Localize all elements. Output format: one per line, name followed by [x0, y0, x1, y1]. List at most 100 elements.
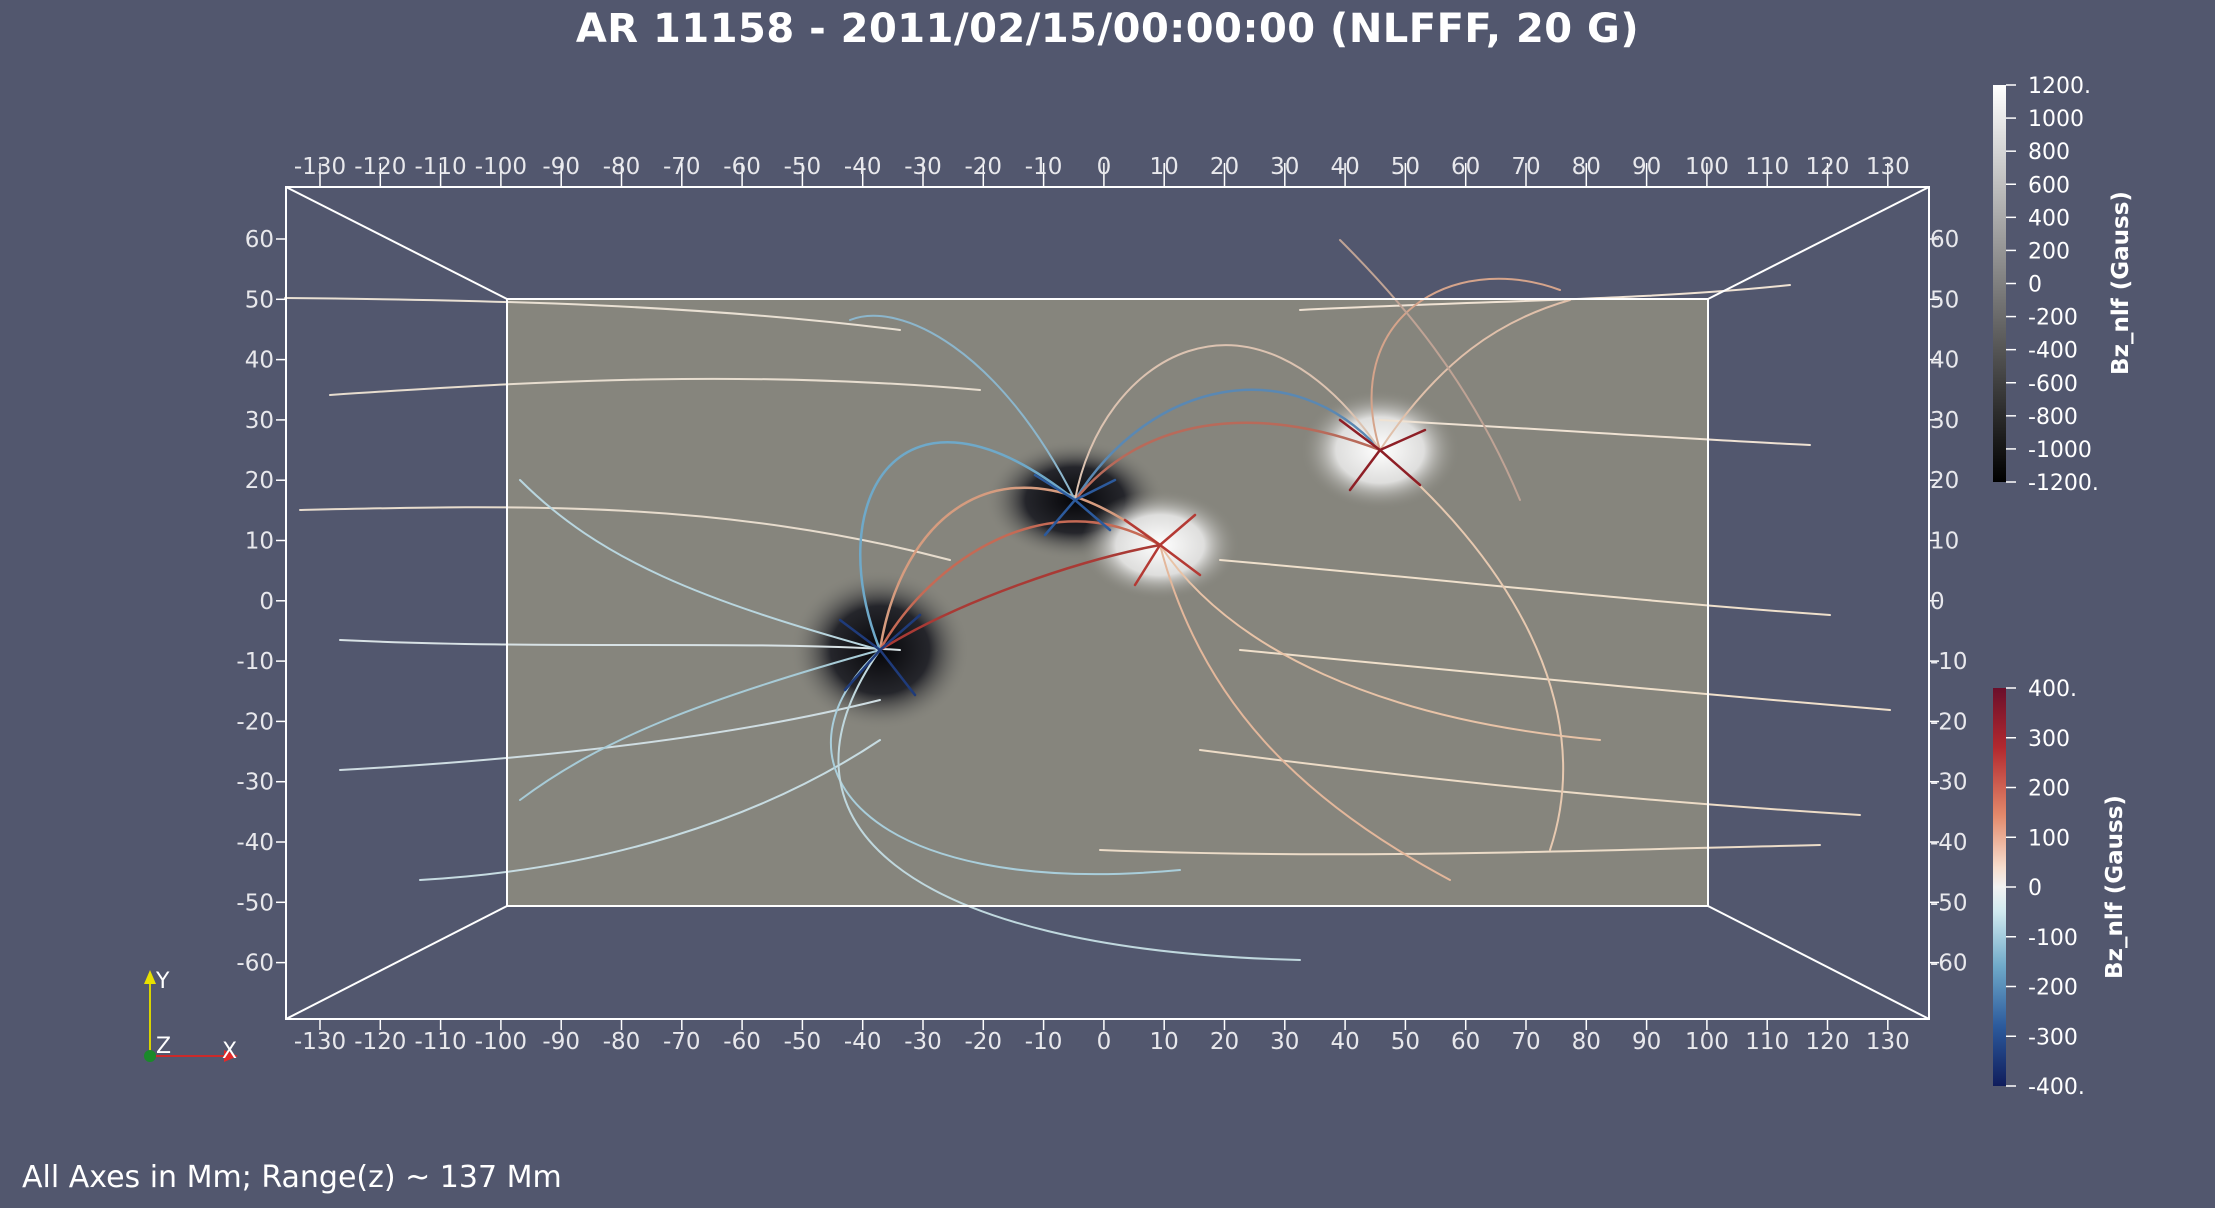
x-tick-label: 50	[1391, 1029, 1420, 1055]
colorbar-tick-label: 0	[2028, 273, 2042, 298]
y-tick-label: -50	[236, 890, 274, 916]
colorbar-tick-label: -300	[2028, 1025, 2078, 1050]
axis-y-label: Y	[155, 969, 170, 994]
x-tick-label: -80	[603, 154, 641, 180]
x-tick-label: 90	[1632, 154, 1661, 180]
x-tick-label: -60	[723, 1029, 761, 1055]
x-tick-label: 50	[1391, 154, 1420, 180]
x-axis-top: -130 -120 -110 -100 -90 -80 -70 -60 -50 -40 -30 -20…	[294, 154, 1910, 187]
y-tick-label: 0	[1930, 589, 1945, 615]
x-tick-label: 10	[1150, 154, 1179, 180]
x-tick-label: 10	[1150, 1029, 1179, 1055]
x-tick-label: -130	[294, 1029, 346, 1055]
x-tick-label: 80	[1572, 154, 1601, 180]
y-tick-label: 20	[1930, 468, 1959, 494]
x-tick-label: -110	[414, 1029, 466, 1055]
x-tick-label: -10	[1025, 1029, 1063, 1055]
colorbar-tick-label: -1000	[2028, 438, 2092, 463]
field-lines	[284, 239, 1891, 961]
y-axis-left: 60 50 40 30 20 10 0 -10 -20 -30 -40 -50 -60	[236, 227, 286, 977]
colorbar-tick-label: -600	[2028, 372, 2078, 397]
colorbar-tick-label: 800	[2028, 140, 2070, 165]
colorbar-tick-label: 400.	[2028, 677, 2077, 702]
y-tick-label: 50	[1930, 287, 1959, 313]
x-tick-label: -80	[603, 1029, 641, 1055]
colorbar-tick-label: 600	[2028, 173, 2070, 198]
y-tick-label: 60	[245, 227, 274, 253]
x-axis-bottom: -130 -120 -110 -100 -90 -80 -70 -60 -50 -40 -30 -20…	[294, 1019, 1910, 1055]
colorbar-tick-label: 1200.	[2028, 74, 2091, 99]
x-tick-label: -90	[542, 154, 580, 180]
colorbar-tick-label: 200	[2028, 777, 2070, 802]
y-tick-label: 10	[1930, 529, 1959, 555]
x-tick-label: -40	[844, 154, 882, 180]
x-tick-label: 60	[1451, 1029, 1480, 1055]
x-tick-label: -60	[723, 154, 761, 180]
colorbar-tick-label: 300	[2028, 727, 2070, 752]
x-tick-label: 130	[1866, 1029, 1910, 1055]
orientation-axes[interactable]: Y Z X	[144, 969, 238, 1064]
y-tick-label: 60	[1930, 227, 1959, 253]
colorbar-tick-label: 100	[2028, 826, 2070, 851]
x-tick-label: -20	[965, 154, 1003, 180]
x-tick-label: -120	[354, 154, 406, 180]
x-tick-label: 110	[1745, 1029, 1789, 1055]
x-tick-label: 0	[1097, 1029, 1112, 1055]
x-tick-label: -20	[965, 1029, 1003, 1055]
x-tick-label: 70	[1511, 154, 1540, 180]
y-tick-label: -10	[236, 649, 274, 675]
colorbar-tick-label: -100	[2028, 926, 2078, 951]
x-tick-label: 20	[1210, 1029, 1239, 1055]
x-tick-label: 30	[1270, 1029, 1299, 1055]
y-tick-label: -60	[236, 951, 274, 977]
colorbar-bottom-title: Bz_nlf (Gauss)	[2102, 795, 2128, 979]
y-tick-label: 40	[245, 348, 274, 374]
x-tick-label: -40	[844, 1029, 882, 1055]
x-tick-label: 20	[1210, 154, 1239, 180]
x-tick-label: 80	[1572, 1029, 1601, 1055]
y-tick-label: 30	[1930, 408, 1959, 434]
x-tick-label: 90	[1632, 1029, 1661, 1055]
colorbar-tick-label: -400.	[2028, 1075, 2085, 1100]
x-tick-label: -130	[294, 154, 346, 180]
y-tick-label: 20	[245, 468, 274, 494]
x-tick-label: -50	[784, 1029, 822, 1055]
y-tick-label: -30	[236, 770, 274, 796]
y-tick-label: -20	[236, 709, 274, 735]
bounding-box	[285, 186, 1930, 1020]
y-tick-label: 30	[245, 408, 274, 434]
x-tick-label: 60	[1451, 154, 1480, 180]
page-title: AR 11158 - 2011/02/15/00:00:00 (NLFFF, 2…	[575, 6, 1640, 52]
x-tick-label: -90	[542, 1029, 580, 1055]
x-tick-label: 40	[1330, 1029, 1359, 1055]
colorbar-bz-grayscale: 1200. 1000 800 600 400 200 0 -200 -400 -600 -800 -1…	[1993, 74, 2134, 496]
x-tick-label: -50	[784, 154, 822, 180]
y-tick-label: 0	[259, 589, 274, 615]
colorbar-tick-label: 0	[2028, 876, 2042, 901]
colorbar-tick-label: -800	[2028, 405, 2078, 430]
y-tick-label: -40	[236, 830, 274, 856]
x-tick-label: -30	[904, 154, 942, 180]
x-tick-label: 130	[1866, 154, 1910, 180]
x-tick-label: 70	[1511, 1029, 1540, 1055]
y-tick-label: 40	[1930, 348, 1959, 374]
x-tick-label: -110	[414, 154, 466, 180]
x-tick-label: 0	[1097, 154, 1112, 180]
x-tick-label: -10	[1025, 154, 1063, 180]
y-tick-label: -30	[1930, 770, 1968, 796]
x-tick-label: -120	[354, 1029, 406, 1055]
x-tick-label: -70	[663, 154, 701, 180]
colorbar-top-title: Bz_nlf (Gauss)	[2108, 191, 2134, 375]
x-tick-label: -100	[475, 154, 527, 180]
x-tick-label: -100	[475, 1029, 527, 1055]
axis-x-label: X	[222, 1039, 237, 1064]
x-tick-label: 120	[1806, 154, 1850, 180]
x-tick-label: -30	[904, 1029, 942, 1055]
y-tick-label: 10	[245, 529, 274, 555]
x-tick-label: 40	[1330, 154, 1359, 180]
colorbar-tick-label: 200	[2028, 239, 2070, 264]
y-tick-label: -40	[1930, 830, 1968, 856]
y-tick-label: -20	[1930, 709, 1968, 735]
x-tick-label: 100	[1685, 154, 1729, 180]
